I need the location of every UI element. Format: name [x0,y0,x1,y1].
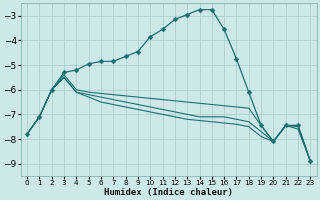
X-axis label: Humidex (Indice chaleur): Humidex (Indice chaleur) [104,188,233,197]
